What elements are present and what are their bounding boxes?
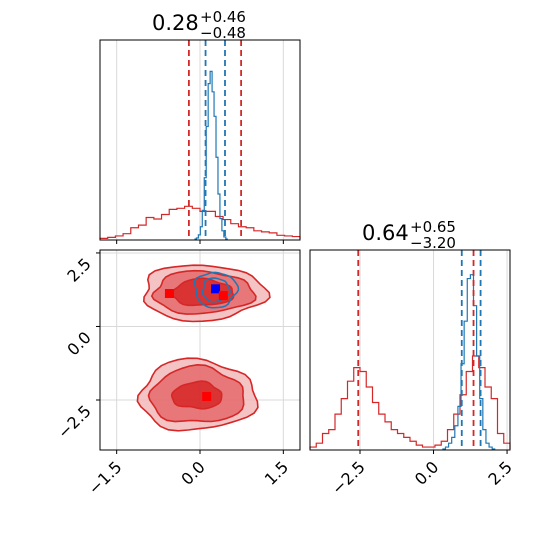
title-param0-minus: −0.48 bbox=[200, 24, 246, 42]
tick-label-param1-x: 2.5 bbox=[484, 457, 515, 488]
hist-param0-red bbox=[99, 205, 301, 239]
marker-red bbox=[164, 289, 174, 299]
hist-param1-red bbox=[309, 355, 511, 449]
contour-line-blue-mode bbox=[193, 271, 240, 309]
tick-label-param1-y: 2.5 bbox=[63, 254, 94, 285]
line-layer bbox=[99, 40, 511, 450]
tick-label-param1-y: −2.5 bbox=[54, 401, 95, 442]
title-param0-plus: +0.46 bbox=[200, 8, 246, 26]
tick-label-param0: −1.5 bbox=[85, 457, 126, 498]
tick-label-param1-y: 0.0 bbox=[63, 328, 94, 359]
title-param0: 0.28 +0.46 −0.48 bbox=[152, 8, 246, 42]
title-param1-plus: +0.65 bbox=[410, 218, 456, 236]
tick-label-param0: 0.0 bbox=[177, 457, 208, 488]
tick-label-param1-x: 0.0 bbox=[411, 457, 442, 488]
marker-layer bbox=[164, 284, 228, 401]
marker-red bbox=[202, 391, 212, 401]
panel-hist-param1-frame bbox=[309, 249, 511, 451]
hist-param1-blue bbox=[442, 274, 496, 450]
marker-blue bbox=[211, 284, 221, 294]
contour-line-lower_mode bbox=[147, 363, 245, 423]
contour-line-lower_mode bbox=[136, 357, 259, 432]
contour-fill-lower_mode bbox=[171, 381, 222, 409]
marker-red bbox=[218, 291, 228, 301]
title-param1: 0.64 +0.65 −3.20 bbox=[362, 218, 456, 252]
tick-layer: −1.5 0.0 1.5 2.5 0.0 −2.5 −2.5 0.0 2.5 bbox=[54, 240, 516, 498]
hist-param0-blue bbox=[194, 70, 228, 240]
title-param1-minus: −3.20 bbox=[410, 234, 456, 252]
contour-line-upper_mode bbox=[142, 264, 271, 323]
tick-label-param1-x: −2.5 bbox=[328, 457, 369, 498]
title-param1-value: 0.64 bbox=[362, 221, 409, 245]
title-param0-value: 0.28 bbox=[152, 11, 199, 35]
contour-line-lower_mode bbox=[170, 380, 223, 410]
tick-label-param0: 1.5 bbox=[261, 457, 292, 488]
contour-fill-layer bbox=[137, 265, 270, 431]
